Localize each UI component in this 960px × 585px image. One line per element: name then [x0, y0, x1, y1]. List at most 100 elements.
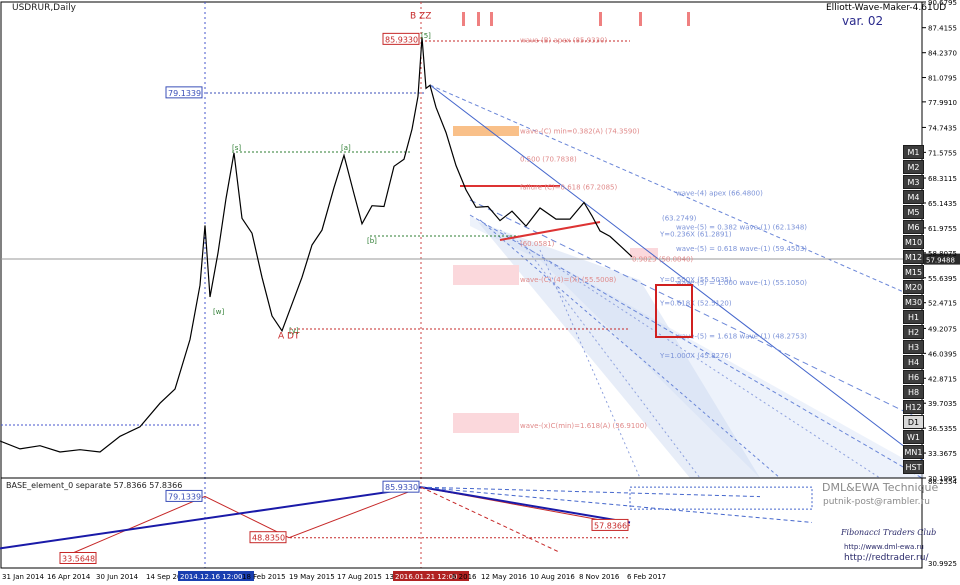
timeframe-button-m6[interactable]: M6 [903, 220, 924, 234]
timeframe-button-d1[interactable]: D1 [903, 415, 924, 429]
x-tick-label-1: 16 Apr 2014 [47, 573, 91, 581]
annotation-16: Y=1.000X (45.8276) [659, 352, 732, 360]
timeframe-button-m3[interactable]: M3 [903, 175, 924, 189]
x-tick-label-3: 14 Sep 2014 [146, 573, 191, 581]
y-tick-label-15: 42.8715 [928, 375, 957, 383]
sub-flag-3: 57.8366 [594, 521, 627, 530]
x-tick-label-4: 2014.12.16 12:00 [180, 573, 242, 581]
timeframe-button-h8[interactable]: H8 [903, 385, 924, 399]
timeframe-button-m15[interactable]: M15 [903, 265, 924, 279]
annotation-3: failure (C)=0.618 (67.2085) [520, 184, 617, 192]
annotation-1: wave-(C) min=0.382(A) (74.3590) [520, 127, 640, 135]
timeframe-button-hst[interactable]: HST [903, 460, 924, 474]
annotation-8: (60.0581) [520, 240, 555, 248]
sub-flag-box-0 [165, 489, 203, 502]
brand-club: Fibonacci Traders Club [841, 528, 937, 537]
price-flag-box-0 [382, 32, 420, 45]
timeframe-button-h1[interactable]: H1 [903, 310, 924, 324]
price-flag-1: 79.1339 [168, 89, 201, 98]
y-tick-label-7: 68.3115 [928, 175, 957, 183]
timeframe-button-h12[interactable]: H12 [903, 400, 924, 414]
sub-pane-frame [0, 477, 923, 569]
sub-trend-down [420, 486, 631, 524]
sub-dash-red [420, 486, 561, 553]
x-tick-label-8: 13 [385, 573, 394, 581]
x-tick-label-12: 10 Aug 2016 [530, 573, 575, 581]
sub-dash-0 [420, 486, 813, 523]
timeframe-button-h6[interactable]: H6 [903, 370, 924, 384]
subwindow-label: BASE_element_0 separate 57.8366 57.8366 [6, 481, 183, 490]
x-tick-label-11: 12 May 2016 [481, 573, 527, 581]
x-tick-label-9: 2016.01.21 12:00 [395, 573, 457, 581]
y-tick-label-2: 84.2370 [928, 50, 957, 58]
sub-scale-bottom: 30.9925 [928, 560, 957, 568]
current-price-box [924, 253, 960, 265]
current-price-label: 57.9488 [926, 257, 955, 265]
top-marker-5 [687, 12, 690, 26]
x-tick-label-10: 6 2016 [452, 573, 477, 581]
y-tick-label-3: 81.0795 [928, 75, 957, 83]
wave-marker-5: [5] [421, 32, 431, 40]
y-tick-label-18: 33.3675 [928, 450, 957, 458]
annotation-14: Y=0.618X (52.5120) [659, 299, 732, 307]
y-tick-label-9: 61.9755 [928, 225, 957, 233]
y-tick-label-14: 46.0395 [928, 350, 957, 358]
y-tick-label-6: 71.5755 [928, 149, 957, 157]
top-marker-1 [477, 12, 480, 26]
wave-label-b-zz: B ZZ [410, 11, 431, 21]
annotation-17: wave-(x)C(min)=1.618(A) (36.9100) [520, 422, 647, 430]
sub-scale-top: 88.2554 [928, 478, 957, 486]
timeframe-button-m10[interactable]: M10 [903, 235, 924, 249]
y-tick-label-4: 77.9910 [928, 99, 957, 107]
version-label: var. 02 [842, 14, 884, 28]
x-tick-label-5: 18 Feb 2015 [242, 573, 286, 581]
fib-line-1 [429, 84, 923, 301]
timeframe-button-h4[interactable]: H4 [903, 355, 924, 369]
timeframe-button-h3[interactable]: H3 [903, 340, 924, 354]
timeframe-button-m20[interactable]: M20 [903, 280, 924, 294]
top-marker-4 [639, 12, 642, 26]
fib-line-3 [469, 199, 923, 421]
sub-flag-box-4 [59, 551, 97, 564]
y-tick-label-1: 87.4155 [928, 25, 957, 33]
wave-marker-2: [b] [367, 237, 377, 245]
indicator-name: Elliott-Wave-Maker-4.61UD [826, 3, 947, 13]
timeframe-button-m4[interactable]: M4 [903, 190, 924, 204]
timeframe-button-m5[interactable]: M5 [903, 205, 924, 219]
x-tick-label-0: 31 Jan 2014 [2, 573, 45, 581]
sub-flag-4: 33.5648 [62, 554, 95, 563]
annotation-0: wave-(B) apex (85.9330) [520, 36, 607, 44]
x-tick-label-6: 19 May 2015 [289, 573, 335, 581]
fib-line-5 [499, 229, 881, 479]
annotation-2: 0.500 (70.7838) [520, 156, 577, 164]
price-flag-0: 85.9330 [385, 35, 418, 44]
zone-current [630, 248, 658, 258]
timeframe-button-m2[interactable]: M2 [903, 160, 924, 174]
wave-marker-3: [y] [289, 327, 299, 335]
y-tick-label-11: 55.6395 [928, 275, 957, 283]
timeframe-button-mn1[interactable]: MN1 [903, 445, 924, 459]
brand-url-2[interactable]: http://redtrader.ru/ [844, 553, 929, 563]
annotation-7: Y=0.236X (61.2891) [659, 230, 732, 238]
sub-flag-1: 85.9330 [385, 483, 418, 492]
wave-label-a-dt: A DT [278, 332, 300, 342]
brand-url-1[interactable]: http://www.dml-ewa.ru [844, 543, 924, 551]
y-tick-label-19: 30.1995 [928, 475, 957, 483]
timeframe-button-h2[interactable]: H2 [903, 325, 924, 339]
annotation-5: (63.2749) [662, 215, 697, 223]
timeframe-button-m1[interactable]: M1 [903, 145, 924, 159]
timeframe-button-m12[interactable]: M12 [903, 250, 924, 264]
annotation-4: wave-(4) apex (66.4800) [676, 189, 763, 197]
top-marker-2 [490, 12, 493, 26]
x-tick-label-14: 6 Feb 2017 [627, 573, 666, 581]
fib-fan-inner-zone [478, 222, 760, 478]
fib-line-7 [539, 249, 641, 479]
sub-flag-2: 48.8350 [252, 534, 285, 543]
y-tick-label-10: 58.8075 [928, 250, 957, 258]
y-tick-label-8: 65.1435 [928, 200, 957, 208]
x-tick-label-7: 17 Aug 2015 [337, 573, 382, 581]
timeframe-button-w1[interactable]: W1 [903, 430, 924, 444]
timeframe-button-m30[interactable]: M30 [903, 295, 924, 309]
y-tick-label-17: 36.5355 [928, 425, 957, 433]
